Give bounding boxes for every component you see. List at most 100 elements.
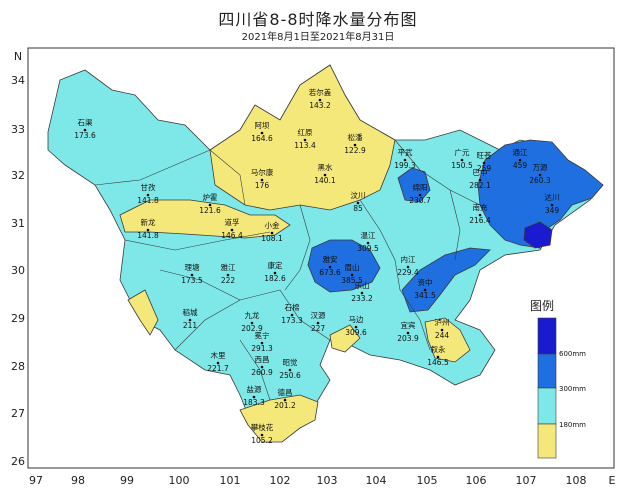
y-tick: 30 [11, 264, 25, 277]
station-name: 汶川 [351, 190, 366, 200]
x-tick: 104 [366, 474, 387, 487]
station-value: 182.6 [264, 274, 286, 283]
station-value: 199.3 [394, 161, 416, 170]
station-dot [550, 203, 554, 207]
legend-label-600: 600mm [559, 350, 586, 358]
x-tick: 98 [71, 474, 85, 487]
y-tick: 32 [11, 169, 25, 182]
station-dot [403, 158, 407, 162]
station-name: 若尔盖 [309, 87, 332, 97]
legend-swatch-low [537, 423, 557, 459]
station-dot [260, 365, 264, 369]
station-dot [460, 158, 464, 162]
station-name: 昭觉 [283, 357, 298, 367]
station-dot [252, 395, 256, 399]
station-name: 绵阳 [413, 182, 428, 192]
station-dot [146, 193, 150, 197]
station-name: 眉山 [345, 262, 360, 272]
station-dot [283, 398, 287, 402]
station-dot [354, 325, 358, 329]
region-low-central [329, 324, 361, 353]
station-value: 176 [255, 181, 270, 190]
station-name: 旺苍 [477, 150, 492, 160]
station-dot [478, 178, 482, 182]
y-tick: 28 [11, 360, 25, 373]
station-dot [318, 98, 322, 102]
legend-swatch-extreme [537, 317, 557, 355]
region-low-south [239, 394, 319, 443]
station-labels: 若尔盖 143.2 石渠 173.6 阿坝 164.6 红原 113.4 松潘 122.9 平武 19… [74, 87, 559, 445]
station-name: 内江 [401, 254, 416, 264]
x-tick: 100 [169, 474, 190, 487]
station-dot [323, 173, 327, 177]
station-name: 平武 [398, 147, 413, 157]
station-dot [482, 161, 486, 165]
x-tick: 101 [220, 474, 241, 487]
station-value: 341.5 [414, 291, 436, 300]
station-name: 稻城 [183, 307, 198, 317]
station-name: 甘孜 [141, 182, 156, 192]
region-high-center [307, 239, 381, 293]
station-dot [270, 231, 274, 235]
station-name: 石棉 [285, 302, 300, 312]
station-name: 泸州 [435, 317, 450, 327]
map-title: 四川省8-8时降水量分布图 [218, 10, 418, 29]
station-name: 雅安 [323, 254, 338, 264]
station-dot [478, 213, 482, 217]
station-value: 122.9 [344, 146, 366, 155]
y-tick: 29 [11, 312, 25, 325]
station-name: 九龙 [245, 310, 260, 320]
x-tick: 106 [466, 474, 487, 487]
station-name: 攀枝花 [251, 422, 274, 432]
station-name: 石渠 [78, 117, 93, 127]
station-name: 理塘 [185, 262, 200, 272]
station-name: 松潘 [348, 132, 363, 142]
station-value: 216.4 [469, 216, 491, 225]
x-tick: 103 [317, 474, 338, 487]
station-value: 309.6 [345, 328, 367, 337]
station-name: 新龙 [141, 217, 156, 227]
station-value: 150.5 [451, 161, 473, 170]
x-tick: 102 [270, 474, 291, 487]
station-dot [216, 361, 220, 365]
station-dot [208, 203, 212, 207]
station-value: 164.6 [251, 134, 273, 143]
x-axis: 97 98 99 100 101 102 103 104 105 106 107… [29, 474, 616, 487]
station-name: 红原 [298, 127, 313, 137]
station-dot [83, 128, 87, 132]
station-value: 349 [545, 206, 560, 215]
region-high-east [401, 247, 491, 313]
station-name: 康定 [268, 260, 283, 270]
station-dot [328, 265, 332, 269]
region-low-north [209, 64, 396, 211]
station-name: 阿坝 [255, 121, 270, 130]
station-dot [273, 271, 277, 275]
station-value: 673.6 [319, 268, 341, 277]
station-value: 221.7 [207, 364, 229, 373]
y-tick: 27 [11, 407, 25, 420]
station-value: 143.2 [309, 101, 331, 110]
station-name: 南充 [473, 202, 488, 212]
region-low-southeast [424, 317, 471, 363]
station-value: 385.5 [341, 276, 363, 285]
station-name: 西昌 [255, 355, 270, 364]
region-high-north [397, 167, 431, 203]
station-dot [316, 321, 320, 325]
county-borders [94, 139, 481, 401]
station-name: 黑水 [318, 162, 333, 172]
station-name: 叙永 [431, 344, 446, 354]
station-value: 260.9 [251, 368, 273, 377]
station-value: 230.7 [409, 196, 431, 205]
legend-title: 图例 [530, 299, 554, 313]
station-value: 173.5 [181, 276, 203, 285]
station-name: 宜宾 [401, 320, 416, 330]
station-value: 259 [477, 164, 492, 173]
station-name: 万源 [533, 163, 548, 172]
station-name: 温江 [361, 231, 376, 240]
station-name: 道孚 [225, 217, 240, 227]
region-extreme-east [523, 221, 553, 249]
station-dot [260, 178, 264, 182]
x-tick: 105 [417, 474, 438, 487]
station-name: 德昌 [278, 387, 293, 397]
